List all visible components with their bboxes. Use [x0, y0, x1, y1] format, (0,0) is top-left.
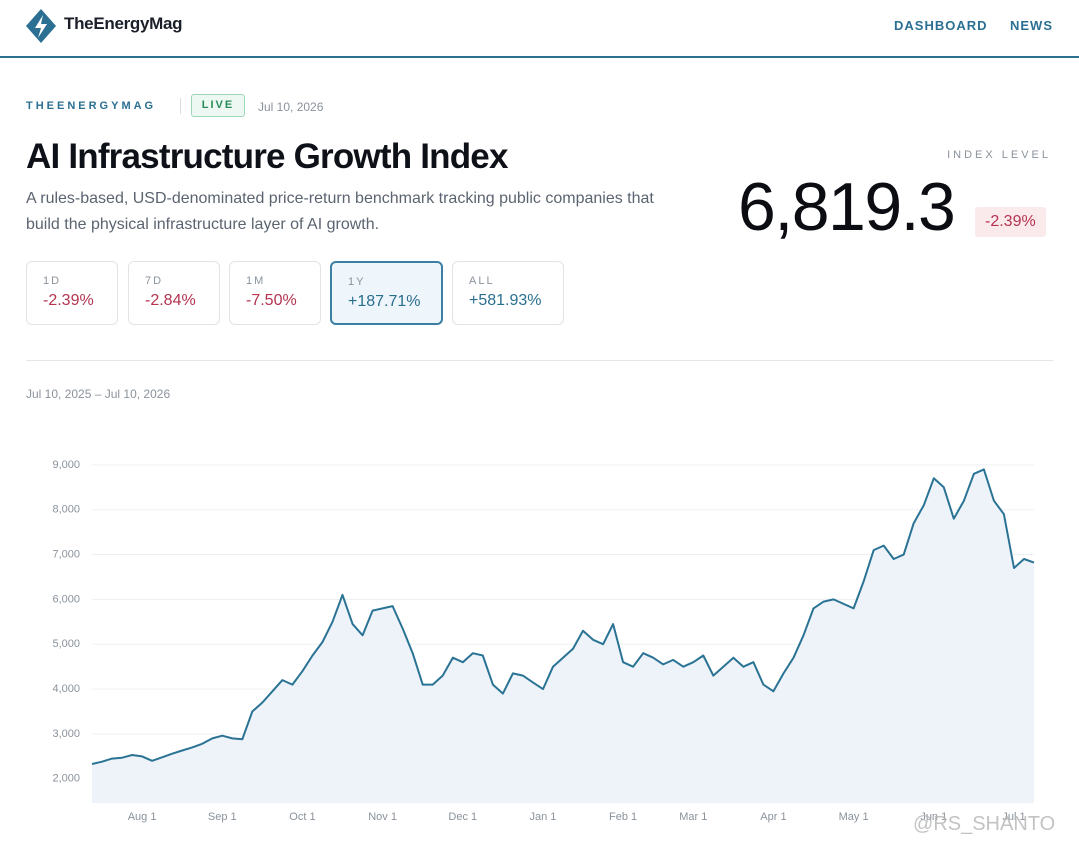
period-card[interactable]: ALL +581.93%: [452, 261, 564, 325]
x-tick-label: Jun 1: [920, 811, 947, 823]
area-fill: [92, 469, 1034, 803]
period-label: ALL: [469, 275, 495, 287]
y-tick-label: 2,000: [52, 773, 80, 785]
divider: [26, 360, 1053, 361]
period-card[interactable]: 1D -2.39%: [26, 261, 118, 325]
x-tick-label: Oct 1: [289, 811, 315, 823]
index-label: INDEX LEVEL: [947, 149, 1051, 161]
period-label: 7D: [145, 275, 164, 287]
period-change: +187.71%: [348, 293, 421, 310]
separator: [180, 98, 181, 114]
y-tick-label: 7,000: [52, 548, 80, 560]
period-change: -7.50%: [246, 292, 297, 309]
x-tick-label: Feb 1: [609, 811, 637, 823]
y-tick-label: 5,000: [52, 638, 80, 650]
x-tick-label: Nov 1: [368, 811, 397, 823]
x-tick-label: Jan 1: [529, 811, 556, 823]
eyebrow: THEENERGYMAG: [26, 100, 157, 112]
period-change: +581.93%: [469, 292, 542, 309]
period-label: 1M: [246, 275, 266, 287]
nav-link[interactable]: DASHBOARD: [894, 18, 988, 33]
watermark: @RS_SHANTO: [913, 813, 1056, 835]
logo-icon: [26, 9, 56, 43]
description: A rules-based, USD-denominated price-ret…: [26, 190, 654, 233]
period-label: 1D: [43, 275, 62, 287]
period-change: -2.39%: [43, 292, 94, 309]
index-change: -2.39%: [975, 207, 1046, 237]
series-line: [91, 468, 1035, 765]
date: Jul 10, 2026: [258, 100, 324, 114]
period-card[interactable]: 7D -2.84%: [128, 261, 220, 325]
y-tick-label: 4,000: [52, 683, 80, 695]
live-badge: LIVE: [191, 94, 245, 117]
x-tick-label: May 1: [839, 811, 869, 823]
y-tick-label: 8,000: [52, 504, 80, 516]
x-tick-label: Apr 1: [760, 811, 786, 823]
period-card[interactable]: 1Y +187.71%: [330, 261, 443, 325]
page-title: AI Infrastructure Growth Index: [26, 137, 508, 176]
period-change: -2.84%: [145, 292, 196, 309]
index-value: 6,819.3: [738, 169, 956, 245]
brand[interactable]: TheEnergyMag: [64, 14, 183, 33]
chart-subtitle: Jul 10, 2025 – Jul 10, 2026: [26, 387, 171, 401]
y-tick-label: 6,000: [52, 593, 80, 605]
x-tick-label: Dec 1: [448, 811, 477, 823]
y-tick-label: 3,000: [52, 728, 80, 740]
period-card[interactable]: 1M -7.50%: [229, 261, 321, 325]
period-label: 1Y: [348, 276, 366, 288]
y-tick-label: 9,000: [52, 459, 80, 471]
nav-link[interactable]: NEWS: [1010, 18, 1053, 33]
x-tick-label: Jul 1: [1002, 811, 1025, 823]
x-tick-label: Mar 1: [679, 811, 707, 823]
x-tick-label: Sep 1: [208, 811, 237, 823]
x-tick-label: Aug 1: [128, 811, 157, 823]
top-bar: TheEnergyMag DASHBOARD NEWS: [0, 0, 1079, 58]
